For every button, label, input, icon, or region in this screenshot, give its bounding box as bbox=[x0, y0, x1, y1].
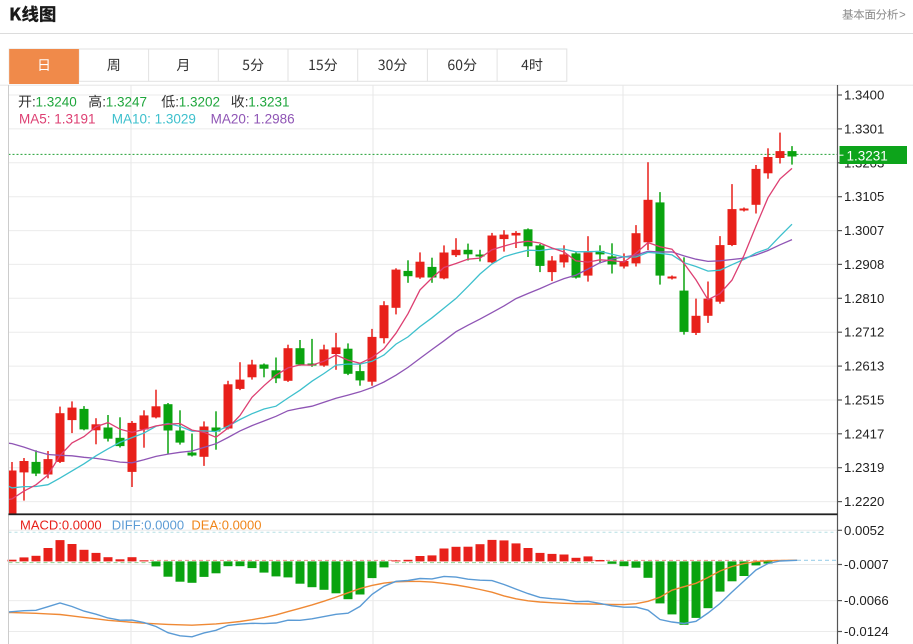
svg-text:MA5: 1.3191: MA5: 1.3191 bbox=[19, 112, 96, 127]
svg-text::: : bbox=[245, 95, 249, 110]
svg-text:1.3247: 1.3247 bbox=[106, 95, 147, 110]
svg-text:1.3202: 1.3202 bbox=[179, 95, 220, 110]
svg-text::: : bbox=[175, 95, 179, 110]
svg-text:1.2810: 1.2810 bbox=[844, 291, 884, 306]
svg-text:0.0052: 0.0052 bbox=[844, 523, 884, 538]
svg-text:MACD:0.0000: MACD:0.0000 bbox=[20, 518, 102, 533]
svg-text:1.3105: 1.3105 bbox=[844, 189, 884, 204]
svg-text:DIFF:0.0000: DIFF:0.0000 bbox=[112, 518, 184, 533]
svg-text:MA20: 1.2986: MA20: 1.2986 bbox=[211, 112, 295, 127]
svg-text:-0.0007: -0.0007 bbox=[844, 557, 889, 572]
svg-text:1.3231: 1.3231 bbox=[847, 148, 888, 163]
svg-text:MA10: 1.3029: MA10: 1.3029 bbox=[112, 112, 196, 127]
svg-text:-0.0066: -0.0066 bbox=[844, 593, 889, 608]
svg-text:1.3231: 1.3231 bbox=[248, 95, 289, 110]
svg-text:DEA:0.0000: DEA:0.0000 bbox=[191, 518, 261, 533]
svg-text:1.2712: 1.2712 bbox=[844, 325, 884, 340]
svg-text:1.3301: 1.3301 bbox=[844, 121, 884, 136]
svg-text:1.2908: 1.2908 bbox=[844, 257, 884, 272]
svg-text:1.2220: 1.2220 bbox=[844, 494, 884, 509]
svg-text:1.2417: 1.2417 bbox=[844, 426, 884, 441]
svg-text:1.3400: 1.3400 bbox=[844, 88, 884, 103]
svg-text:1.2515: 1.2515 bbox=[844, 393, 884, 408]
svg-text::: : bbox=[32, 95, 36, 110]
svg-text:1.2319: 1.2319 bbox=[844, 460, 884, 475]
svg-text:1.3007: 1.3007 bbox=[844, 223, 884, 238]
svg-text:1.2613: 1.2613 bbox=[844, 359, 884, 374]
svg-text:-0.0124: -0.0124 bbox=[844, 624, 889, 639]
svg-text:1.3240: 1.3240 bbox=[36, 95, 77, 110]
svg-text::: : bbox=[102, 95, 106, 110]
svg-text:>: > bbox=[899, 9, 906, 21]
